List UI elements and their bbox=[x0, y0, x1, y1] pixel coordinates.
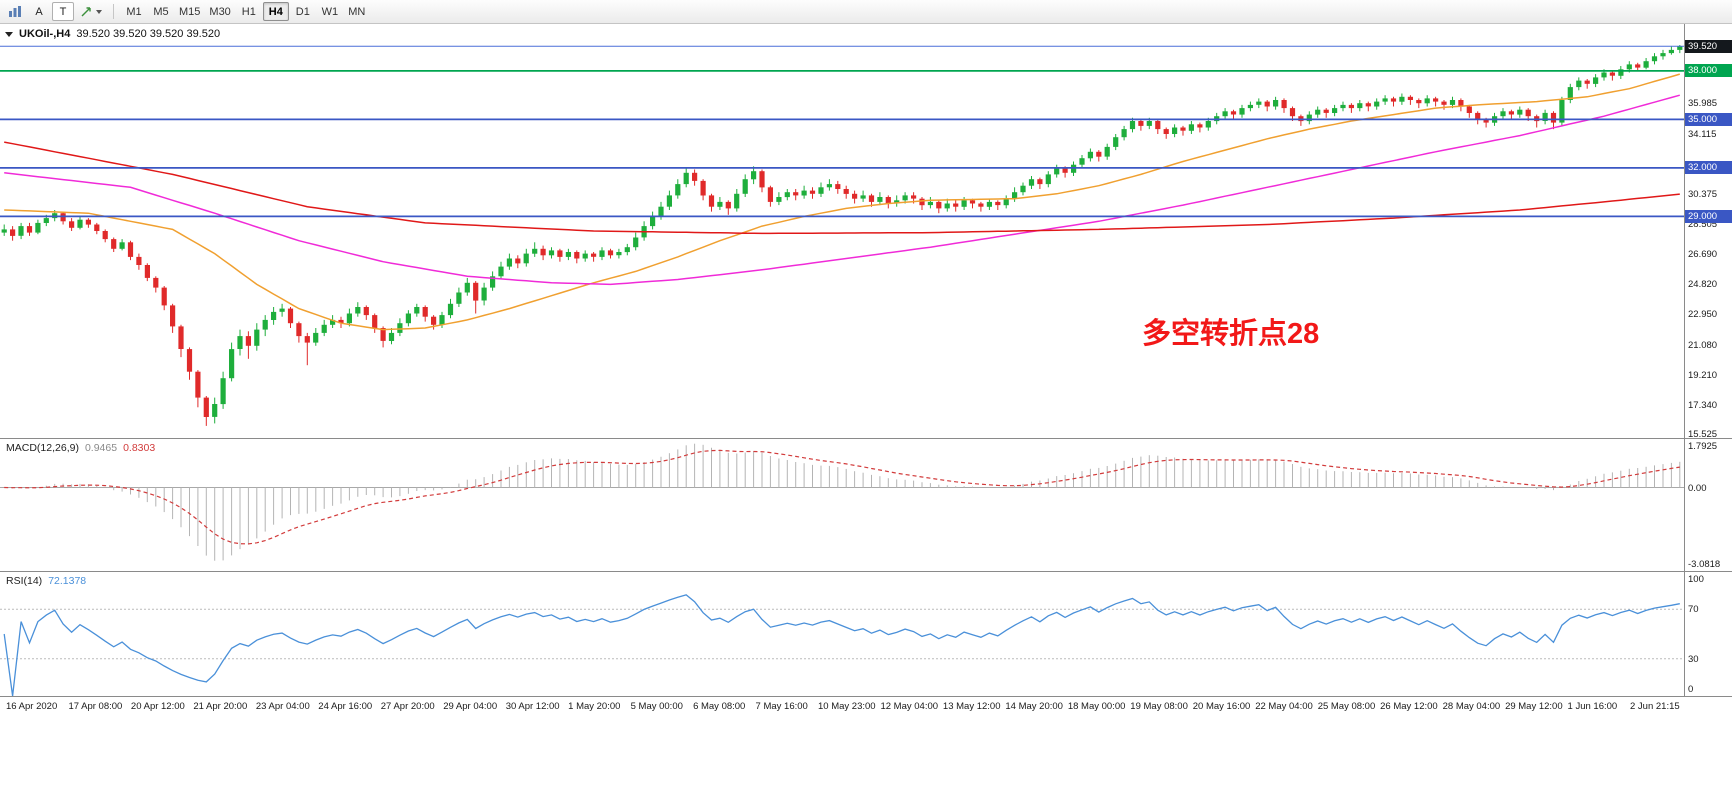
candlestick-chart bbox=[0, 45, 1684, 426]
bar-chart-icon bbox=[9, 6, 21, 17]
time-axis-label: 12 May 04:00 bbox=[880, 701, 939, 712]
price-level-badge: 32.000 bbox=[1685, 161, 1732, 175]
timeframe-group: M1 M5 M15 M30 H1 H4 D1 W1 MN bbox=[121, 2, 370, 21]
time-axis-label: 29 May 12:00 bbox=[1505, 701, 1563, 712]
rsi-label: RSI(14) 72.1378 bbox=[6, 575, 86, 587]
toolbar-separator bbox=[113, 4, 114, 19]
chart-annotation[interactable]: 多空转折点28 bbox=[1142, 318, 1320, 350]
chart-title: UKOil-,H4 39.520 39.520 39.520 39.520 bbox=[5, 28, 220, 40]
time-axis-label: 22 May 04:00 bbox=[1255, 701, 1313, 712]
time-axis-label: 10 May 23:00 bbox=[818, 701, 876, 712]
macd-tick-label: -3.0818 bbox=[1688, 559, 1721, 570]
toolbar: A T M1 M5 M15 M30 H1 H4 D1 W1 MN bbox=[0, 0, 1732, 24]
timeframe-button-h1[interactable]: H1 bbox=[241, 5, 256, 18]
main-chart-panel: UKOil-,H4 39.520 39.520 39.520 39.520 多空… bbox=[0, 24, 1732, 441]
rsi-axis[interactable]: 100 70 30 0 bbox=[1684, 572, 1732, 696]
timeframe-button-m15[interactable]: M15 bbox=[179, 5, 201, 18]
price-tick-label: 24.820 bbox=[1688, 279, 1718, 291]
price-level-badge: 38.000 bbox=[1685, 64, 1732, 78]
chevron-down-icon bbox=[96, 9, 102, 14]
price-tick-label: 21.080 bbox=[1688, 339, 1718, 351]
time-axis-label: 14 May 20:00 bbox=[1005, 701, 1063, 712]
time-axis-label: 18 May 00:00 bbox=[1067, 701, 1126, 712]
timeframe-button-m30[interactable]: M30 bbox=[209, 5, 231, 18]
time-axis-label: 6 May 08:00 bbox=[693, 701, 746, 712]
time-axis-label: 25 May 08:00 bbox=[1317, 701, 1376, 712]
price-tick-label: 26.690 bbox=[1688, 248, 1718, 260]
macd-name: MACD(12,26,9) bbox=[6, 442, 79, 454]
price-tick-label: 17.340 bbox=[1688, 400, 1718, 411]
ohlc-values: 39.520 39.520 39.520 39.520 bbox=[76, 28, 221, 40]
macd-axis[interactable]: 1.7925 0.00 -3.0818 bbox=[1684, 439, 1732, 571]
drawing-tools-dropdown[interactable] bbox=[76, 2, 106, 21]
price-tick-label: 28.505 bbox=[1688, 219, 1718, 231]
macd-chart bbox=[0, 443, 1684, 561]
macd-tick-label: 0.00 bbox=[1688, 482, 1707, 494]
price-axis[interactable]: 35.985 34.115 30.375 28.505 26.690 24.820 22.9… bbox=[1684, 24, 1732, 441]
time-axis-label: 16 Apr 2020 bbox=[6, 701, 58, 712]
time-axis-label: 2 Jun 21:15 bbox=[1630, 701, 1680, 712]
price-tick-label: 19.210 bbox=[1688, 369, 1718, 381]
timeframe-button-d1[interactable]: D1 bbox=[295, 5, 310, 18]
timeframe-button-m1[interactable]: M1 bbox=[126, 5, 142, 18]
time-axis-label: 30 Apr 12:00 bbox=[505, 701, 560, 712]
time-axis-label: 28 May 04:00 bbox=[1442, 701, 1501, 712]
timeframe-button-mn[interactable]: MN bbox=[348, 5, 366, 18]
main-chart-plot[interactable]: UKOil-,H4 39.520 39.520 39.520 39.520 多空… bbox=[0, 24, 1684, 438]
timeframe-button-h4[interactable]: H4 bbox=[262, 2, 289, 21]
rsi-plot[interactable]: RSI(14) 72.1378 bbox=[0, 572, 1684, 696]
price-tick-label: 35.985 bbox=[1688, 98, 1718, 110]
time-axis-label: 26 May 12:00 bbox=[1380, 701, 1438, 712]
symbol-menu-icon[interactable] bbox=[5, 31, 13, 37]
price-tick-label: 22.950 bbox=[1688, 309, 1718, 321]
macd-plot[interactable]: MACD(12,26,9) 0.9465 0.8303 bbox=[0, 439, 1684, 571]
macd-value-signal: 0.8303 bbox=[123, 442, 156, 454]
time-axis-label: 13 May 12:00 bbox=[942, 701, 1001, 712]
price-tick-label: 30.375 bbox=[1688, 189, 1718, 201]
rsi-panel: RSI(14) 72.1378 100 70 30 0 bbox=[0, 572, 1732, 697]
price-level-badge: 29.000 bbox=[1685, 209, 1732, 223]
macd-label: MACD(12,26,9) 0.9465 0.8303 bbox=[6, 442, 155, 454]
rsi-tick-label: 30 bbox=[1688, 653, 1699, 665]
time-axis-label: 20 Apr 12:00 bbox=[130, 701, 185, 712]
time-axis-label: 19 May 08:00 bbox=[1130, 701, 1188, 712]
rsi-value: 72.1378 bbox=[48, 575, 87, 587]
macd-panel: MACD(12,26,9) 0.9465 0.8303 1.7925 0.00 -3… bbox=[0, 439, 1732, 572]
text-tool-button[interactable]: T bbox=[52, 2, 74, 21]
time-axis-label: 1 May 20:00 bbox=[568, 701, 621, 712]
time-axis-label: 1 Jun 16:00 bbox=[1567, 701, 1618, 712]
symbol-label: UKOil-,H4 bbox=[19, 28, 71, 40]
time-axis-label: 27 Apr 20:00 bbox=[380, 701, 435, 712]
macd-value-main: 0.9465 bbox=[84, 442, 118, 454]
time-axis-label: 5 May 00:00 bbox=[630, 701, 683, 712]
time-axis[interactable]: 16 Apr 2020 17 Apr 08:00 20 Apr 12:00 21 Ap… bbox=[0, 697, 1732, 717]
arrow-tool-icon bbox=[81, 6, 91, 16]
time-axis-label: 29 Apr 04:00 bbox=[443, 701, 498, 712]
rsi-tick-label: 70 bbox=[1688, 604, 1699, 616]
rsi-tick-label: 0 bbox=[1688, 684, 1694, 695]
time-axis-label: 17 Apr 08:00 bbox=[68, 701, 123, 712]
price-tick-label: 15.525 bbox=[1688, 429, 1718, 441]
time-axis-label: 7 May 16:00 bbox=[755, 701, 808, 712]
time-axis-label: 24 Apr 16:00 bbox=[318, 701, 373, 712]
charts-icon[interactable] bbox=[4, 2, 26, 21]
macd-tick-label: 1.7925 bbox=[1688, 441, 1718, 452]
time-axis-label: 23 Apr 04:00 bbox=[255, 701, 310, 712]
price-tick-label: 34.115 bbox=[1688, 128, 1717, 140]
cursor-button[interactable]: A bbox=[35, 5, 43, 18]
rsi-chart bbox=[0, 594, 1684, 696]
rsi-name: RSI(14) bbox=[6, 575, 43, 587]
time-axis-label: 21 Apr 20:00 bbox=[193, 701, 248, 712]
timeframe-button-w1[interactable]: W1 bbox=[321, 5, 339, 18]
rsi-tick-label: 100 bbox=[1688, 574, 1704, 585]
timeframe-button-m5[interactable]: M5 bbox=[153, 5, 169, 18]
time-axis-label: 20 May 16:00 bbox=[1192, 701, 1251, 712]
price-level-badge: 39.520 bbox=[1685, 39, 1732, 53]
price-level-badge: 35.000 bbox=[1685, 112, 1732, 126]
